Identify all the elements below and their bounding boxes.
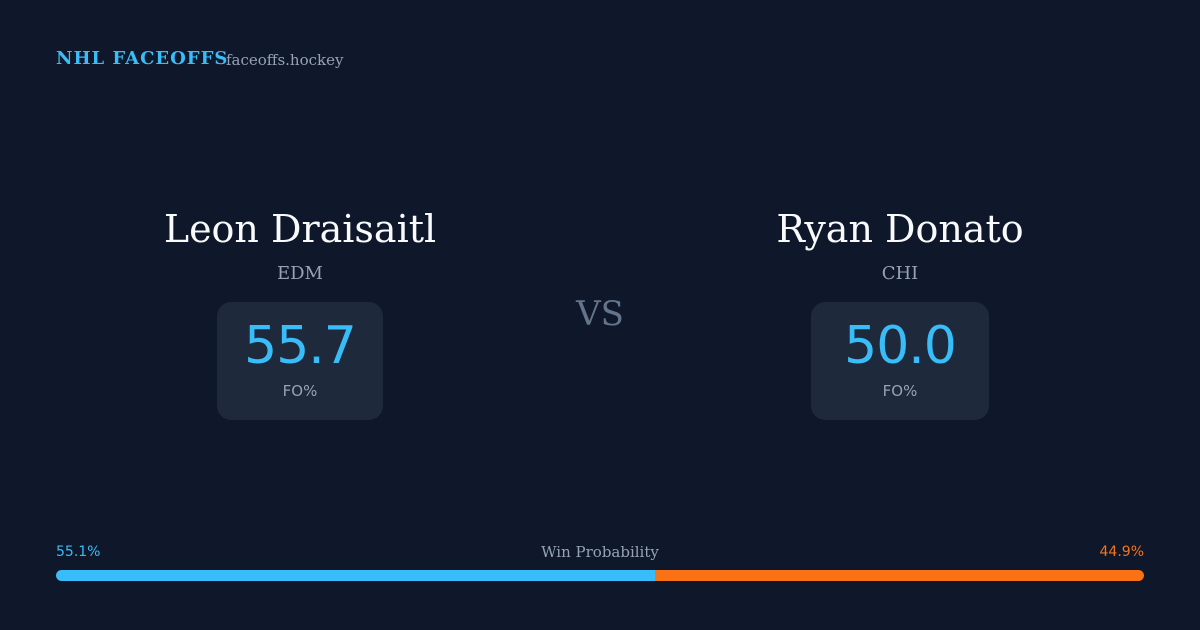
stat-box: 50.0 FO% [811, 302, 989, 420]
win-prob-title: Win Probability [541, 543, 659, 561]
player-name: Ryan Donato [776, 207, 1024, 251]
win-prob-bar [56, 570, 1144, 581]
versus: VS [576, 294, 624, 334]
player-name: Leon Draisaitl [163, 207, 437, 251]
win-prob-right: 44.9% [1099, 544, 1144, 560]
stat-box: 55.7 FO% [217, 302, 383, 420]
brand-title: NHL FACEOFFS [56, 48, 229, 69]
win-prob-right-segment [655, 570, 1144, 581]
fo-label: FO% [282, 382, 318, 400]
win-prob-left-segment [56, 570, 656, 581]
win-prob-left: 55.1% [56, 544, 101, 560]
fo-percent: 55.7 [244, 316, 357, 376]
site-name: faceoffs.hockey [226, 51, 344, 69]
player-team: CHI [881, 263, 919, 284]
fo-label: FO% [882, 382, 918, 400]
fo-percent: 50.0 [844, 316, 957, 376]
player-team: EDM [276, 263, 323, 284]
